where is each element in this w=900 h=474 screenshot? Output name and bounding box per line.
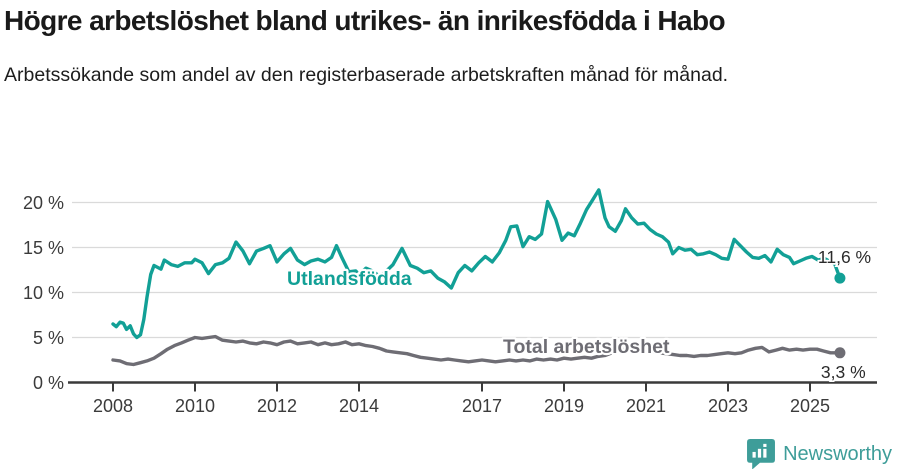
x-tick-label: 2014 xyxy=(339,396,379,416)
x-tick-label: 2019 xyxy=(544,396,584,416)
newsworthy-pin-barchart-icon xyxy=(747,439,776,469)
series-end-dot xyxy=(834,347,846,359)
end-value-label: 11,6 % xyxy=(818,247,871,267)
y-tick-label: 0 % xyxy=(33,373,64,393)
page-title: Högre arbetslöshet bland utrikes- än inr… xyxy=(4,5,726,36)
x-tick-label: 2017 xyxy=(462,396,502,416)
series-label: Total arbetslöshet xyxy=(503,336,670,358)
y-tick-label: 5 % xyxy=(33,328,64,348)
series-line-total xyxy=(111,334,842,367)
x-tick-label: 2021 xyxy=(626,396,666,416)
series-end-dot xyxy=(834,272,846,284)
newsworthy-logo[interactable]: Newsworthy xyxy=(747,439,892,469)
y-tick-label: 20 % xyxy=(23,193,64,213)
y-tick-label: 15 % xyxy=(23,238,64,258)
x-tick-label: 2012 xyxy=(257,396,297,416)
y-tick-label: 10 % xyxy=(23,283,64,303)
x-tick-label: 2023 xyxy=(708,396,748,416)
chart-header: Högre arbetslöshet bland utrikes- än inr… xyxy=(4,4,896,90)
chart-subtitle: Arbetssökande som andel av den registerb… xyxy=(4,63,729,86)
end-value-label: 3,3 % xyxy=(821,362,866,382)
brand-name: Newsworthy xyxy=(783,442,892,465)
series-label: Utlandsfödda xyxy=(287,268,412,290)
x-tick-label: 2025 xyxy=(790,396,830,416)
series-line-utlandsfodda xyxy=(111,188,842,340)
x-tick-label: 2008 xyxy=(93,396,133,416)
x-tick-label: 2010 xyxy=(175,396,215,416)
